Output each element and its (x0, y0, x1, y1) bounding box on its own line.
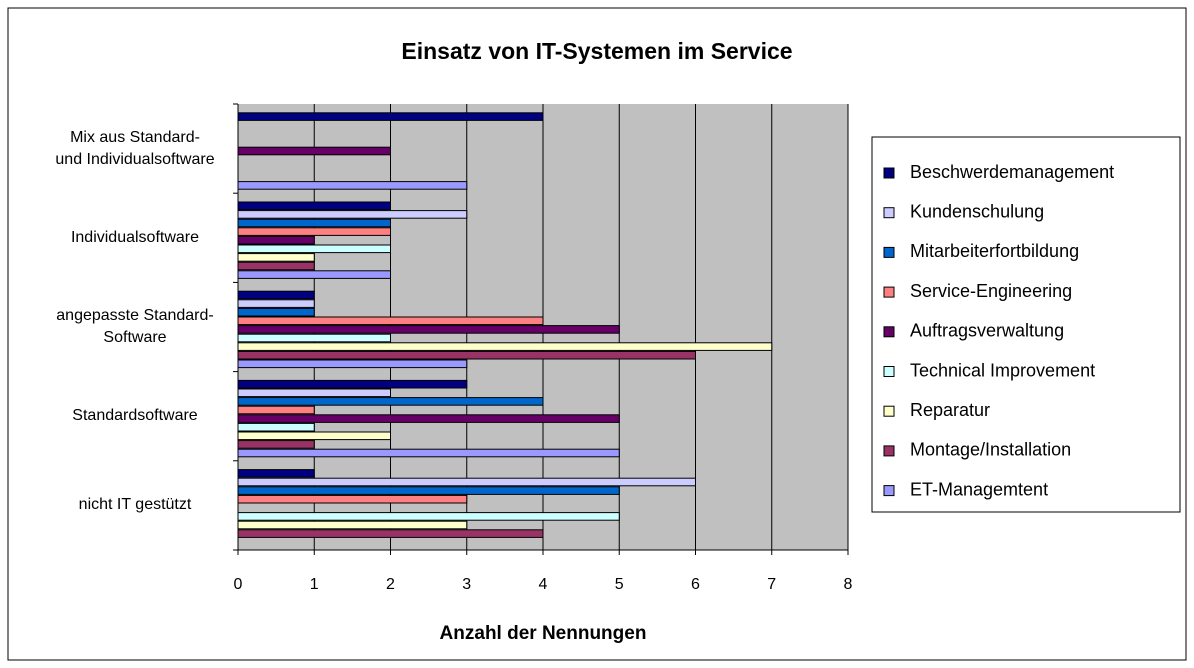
bar (237, 307, 315, 317)
legend-swatch (883, 167, 895, 179)
x-tick-label: 0 (234, 576, 243, 593)
bar (237, 316, 544, 326)
x-tick-label: 6 (691, 576, 700, 593)
y-tick-label: Mix aus Standard- und Individualsoftware (55, 128, 215, 168)
bar (237, 350, 696, 360)
bar (237, 112, 544, 121)
bar (237, 325, 620, 334)
bar (237, 201, 391, 211)
legend-label: Auftragsverwaltung (910, 321, 1064, 341)
bar (237, 181, 468, 190)
bar (237, 405, 315, 415)
bar (237, 146, 391, 156)
bar (237, 388, 391, 398)
bar (237, 440, 315, 449)
legend-swatch (883, 286, 895, 298)
x-tick-label: 1 (310, 576, 319, 593)
y-tick-label: Individualsoftware (70, 228, 200, 246)
x-tick-label: 8 (844, 576, 853, 593)
y-tick-label: angepasste Standard- Software (56, 307, 214, 346)
bar (237, 290, 315, 300)
bar (237, 512, 620, 521)
bar (237, 299, 315, 308)
x-tick-label: 5 (615, 576, 624, 593)
bar (237, 235, 315, 245)
legend-box (871, 136, 1181, 513)
legend-swatch (883, 207, 895, 219)
bar (237, 520, 468, 530)
legend-label: ET-Managemtent (910, 479, 1048, 499)
legend-label: Mitarbeiterfortbildung (910, 241, 1079, 261)
bar (237, 333, 391, 343)
bar (237, 227, 391, 236)
y-tick-label: nicht IT gestützt (78, 496, 192, 514)
legend-label: Reparatur (910, 400, 990, 420)
x-tick-label: 4 (539, 576, 548, 593)
legend-swatch (883, 366, 895, 377)
bar (237, 244, 391, 254)
bar (237, 486, 620, 495)
x-tick-label: 3 (462, 576, 471, 593)
bar (237, 477, 696, 487)
legend-swatch (883, 405, 895, 417)
legend-swatch (883, 485, 895, 497)
legend-label: Technical Improvement (910, 360, 1095, 380)
bar (237, 414, 620, 423)
legend-swatch (883, 326, 895, 338)
bar (237, 431, 391, 441)
bar (237, 342, 773, 351)
legend-label: Beschwerdemanagement (910, 162, 1114, 182)
bar (237, 494, 468, 504)
bar (237, 448, 620, 458)
bar (237, 422, 315, 432)
legend-label: Service-Engineering (910, 281, 1072, 301)
bar (237, 218, 391, 228)
bar (237, 270, 391, 279)
x-tick-label: 7 (767, 576, 776, 593)
y-tick-label: Standardsoftware (72, 407, 198, 425)
bar (237, 529, 544, 538)
legend-swatch (883, 445, 895, 457)
legend-label: Montage/Installation (910, 440, 1071, 460)
bar (237, 210, 468, 219)
bar (237, 469, 315, 478)
legend-swatch (883, 246, 895, 258)
x-tick-label: 2 (386, 576, 395, 593)
legend-label: Kundenschulung (910, 201, 1044, 221)
bar (237, 397, 544, 406)
bar (237, 253, 315, 262)
chart-title: Einsatz von IT-Systemen im Service (401, 38, 792, 64)
bar (237, 261, 315, 271)
x-axis-label: Anzahl der Nennungen (440, 623, 647, 644)
bar (237, 379, 468, 389)
bar (237, 359, 468, 369)
